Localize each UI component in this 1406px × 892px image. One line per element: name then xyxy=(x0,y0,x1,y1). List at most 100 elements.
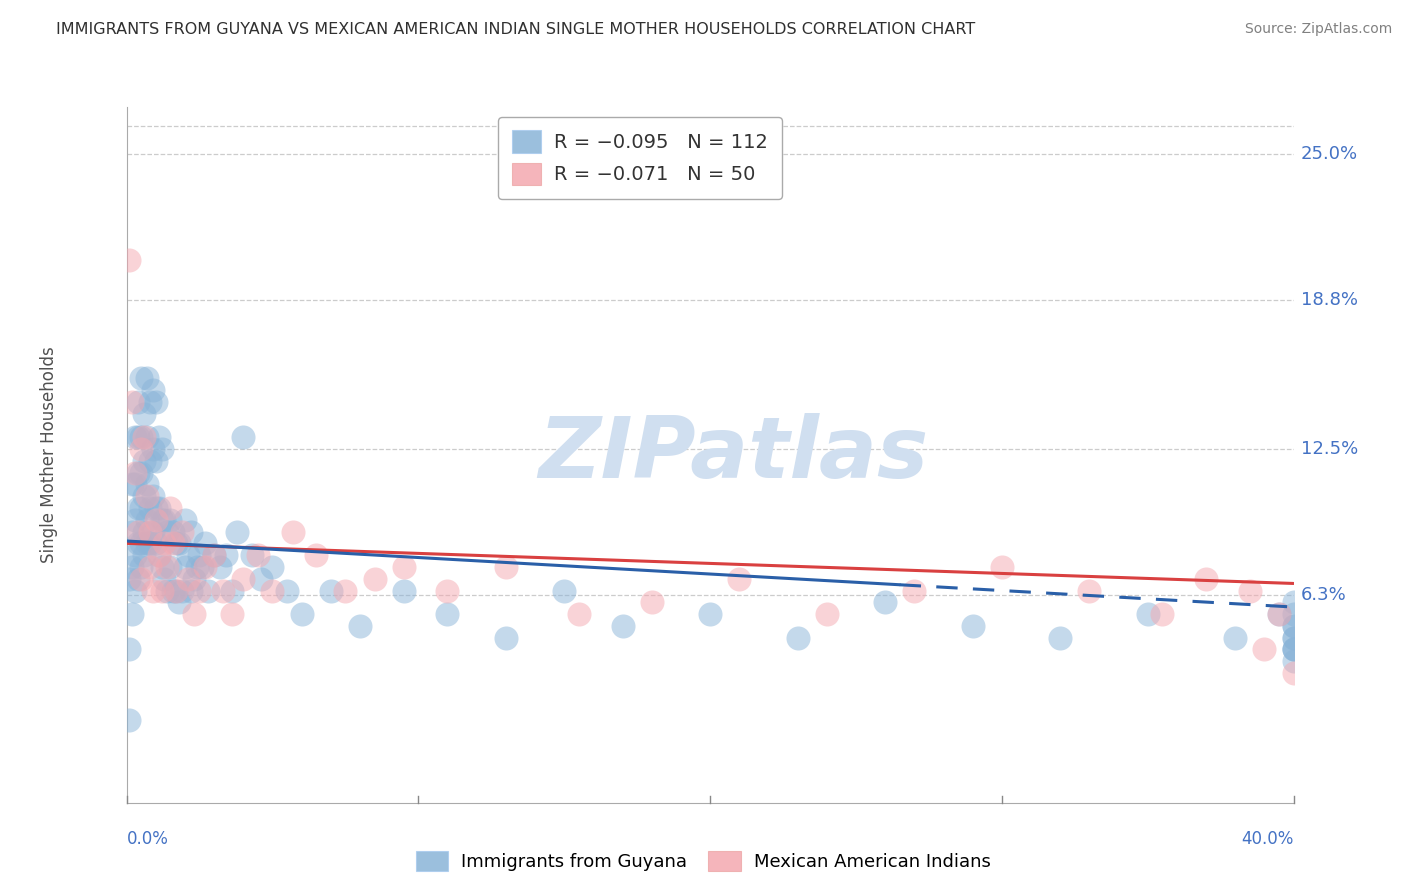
Point xyxy=(612,619,634,633)
Point xyxy=(124,513,146,527)
Point xyxy=(194,560,217,574)
Point xyxy=(1253,642,1275,657)
Point xyxy=(174,513,197,527)
Point xyxy=(349,619,371,633)
Point xyxy=(142,489,165,503)
Point xyxy=(118,572,141,586)
Point xyxy=(1282,631,1305,645)
Point xyxy=(162,524,184,539)
Point xyxy=(159,500,181,515)
Point xyxy=(159,560,181,574)
Point xyxy=(553,583,575,598)
Text: 40.0%: 40.0% xyxy=(1241,830,1294,847)
Text: 18.8%: 18.8% xyxy=(1301,292,1358,310)
Point xyxy=(1223,631,1246,645)
Point xyxy=(156,583,179,598)
Point xyxy=(1282,595,1305,609)
Point xyxy=(139,536,162,550)
Point xyxy=(136,513,159,527)
Point xyxy=(129,572,152,586)
Point xyxy=(392,583,415,598)
Point xyxy=(170,524,193,539)
Point xyxy=(728,572,751,586)
Point xyxy=(262,583,284,598)
Point xyxy=(132,548,155,562)
Point xyxy=(148,548,170,562)
Point xyxy=(180,524,202,539)
Point xyxy=(1282,642,1305,657)
Point xyxy=(121,395,143,409)
Point xyxy=(132,430,155,444)
Point xyxy=(188,548,211,562)
Point xyxy=(363,572,385,586)
Point xyxy=(208,560,231,574)
Point xyxy=(127,466,149,480)
Point xyxy=(153,572,176,586)
Text: IMMIGRANTS FROM GUYANA VS MEXICAN AMERICAN INDIAN SINGLE MOTHER HOUSEHOLDS CORRE: IMMIGRANTS FROM GUYANA VS MEXICAN AMERIC… xyxy=(56,22,976,37)
Point xyxy=(194,536,217,550)
Point xyxy=(177,548,200,562)
Point xyxy=(127,500,149,515)
Point xyxy=(335,583,357,598)
Point xyxy=(183,572,205,586)
Point xyxy=(142,442,165,456)
Point xyxy=(180,583,202,598)
Point xyxy=(786,631,808,645)
Point xyxy=(226,524,249,539)
Point xyxy=(150,560,173,574)
Point xyxy=(153,536,176,550)
Point xyxy=(156,524,179,539)
Point xyxy=(132,489,155,503)
Point xyxy=(568,607,591,621)
Text: Single Mother Households: Single Mother Households xyxy=(41,347,58,563)
Text: ZIPatlas: ZIPatlas xyxy=(538,413,928,497)
Point xyxy=(118,253,141,268)
Point xyxy=(136,489,159,503)
Point xyxy=(139,560,162,574)
Point xyxy=(186,560,208,574)
Point xyxy=(232,430,254,444)
Point xyxy=(139,454,162,468)
Point xyxy=(150,442,173,456)
Point xyxy=(262,560,284,574)
Point xyxy=(127,572,149,586)
Point xyxy=(211,583,233,598)
Point xyxy=(177,572,200,586)
Point xyxy=(118,642,141,657)
Point xyxy=(249,572,271,586)
Point xyxy=(121,560,143,574)
Point xyxy=(124,430,146,444)
Point xyxy=(1282,607,1305,621)
Point xyxy=(132,407,155,421)
Point xyxy=(240,548,263,562)
Point xyxy=(699,607,721,621)
Point xyxy=(165,536,187,550)
Point xyxy=(129,466,152,480)
Point xyxy=(1282,619,1305,633)
Point xyxy=(148,548,170,562)
Point xyxy=(495,631,517,645)
Point xyxy=(118,713,141,727)
Point xyxy=(162,536,184,550)
Point xyxy=(124,583,146,598)
Point xyxy=(1152,607,1174,621)
Point xyxy=(129,371,152,385)
Text: 6.3%: 6.3% xyxy=(1301,586,1347,604)
Point xyxy=(132,454,155,468)
Point xyxy=(153,513,176,527)
Point xyxy=(139,524,162,539)
Point xyxy=(962,619,984,633)
Point xyxy=(145,536,167,550)
Point xyxy=(142,383,165,397)
Point xyxy=(202,548,225,562)
Point xyxy=(148,500,170,515)
Point xyxy=(145,454,167,468)
Point xyxy=(1049,631,1071,645)
Point xyxy=(875,595,897,609)
Point xyxy=(150,583,173,598)
Point xyxy=(129,442,152,456)
Point xyxy=(132,524,155,539)
Point xyxy=(221,583,243,598)
Point xyxy=(121,477,143,491)
Point xyxy=(162,583,184,598)
